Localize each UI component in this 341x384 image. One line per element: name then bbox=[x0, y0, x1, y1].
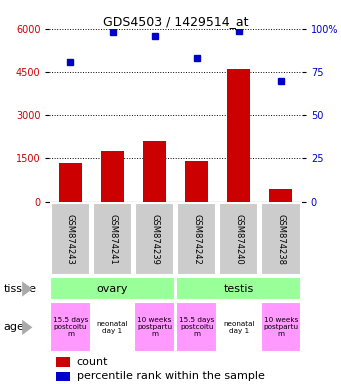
Bar bbox=[185, 161, 208, 202]
Text: age: age bbox=[3, 322, 24, 333]
Bar bbox=[101, 151, 124, 202]
Text: count: count bbox=[77, 357, 108, 367]
Text: 15.5 days
postcoitu
m: 15.5 days postcoitu m bbox=[53, 317, 88, 338]
Text: neonatal
day 1: neonatal day 1 bbox=[223, 321, 254, 334]
Bar bbox=[135, 203, 174, 275]
Bar bbox=[261, 203, 300, 275]
Bar bbox=[177, 203, 217, 275]
Bar bbox=[134, 303, 175, 352]
Text: GSM874243: GSM874243 bbox=[66, 214, 75, 265]
Bar bbox=[176, 303, 217, 352]
Text: GSM874238: GSM874238 bbox=[276, 214, 285, 265]
Text: percentile rank within the sample: percentile rank within the sample bbox=[77, 371, 265, 381]
Bar bbox=[51, 203, 90, 275]
Bar bbox=[92, 303, 133, 352]
Bar bbox=[219, 203, 258, 275]
Text: GSM874239: GSM874239 bbox=[150, 214, 159, 265]
Text: tissue: tissue bbox=[3, 284, 36, 294]
Text: ovary: ovary bbox=[97, 284, 128, 294]
Bar bbox=[50, 278, 175, 300]
Title: GDS4503 / 1429514_at: GDS4503 / 1429514_at bbox=[103, 15, 248, 28]
Text: GSM874240: GSM874240 bbox=[234, 214, 243, 265]
Bar bbox=[219, 303, 259, 352]
Bar bbox=[93, 203, 132, 275]
Bar bbox=[261, 303, 301, 352]
Text: 10 weeks
postpartu
m: 10 weeks postpartu m bbox=[263, 317, 298, 338]
Text: GSM874241: GSM874241 bbox=[108, 214, 117, 265]
Text: neonatal
day 1: neonatal day 1 bbox=[97, 321, 128, 334]
Bar bbox=[227, 69, 250, 202]
Bar bbox=[50, 303, 91, 352]
Bar bbox=[143, 141, 166, 202]
Bar bbox=[59, 163, 82, 202]
Text: GSM874242: GSM874242 bbox=[192, 214, 201, 265]
Bar bbox=[176, 278, 301, 300]
Bar bbox=[269, 189, 292, 202]
Text: testis: testis bbox=[224, 284, 254, 294]
Text: 15.5 days
postcoitu
m: 15.5 days postcoitu m bbox=[179, 317, 214, 338]
Text: 10 weeks
postpartu
m: 10 weeks postpartu m bbox=[137, 317, 172, 338]
